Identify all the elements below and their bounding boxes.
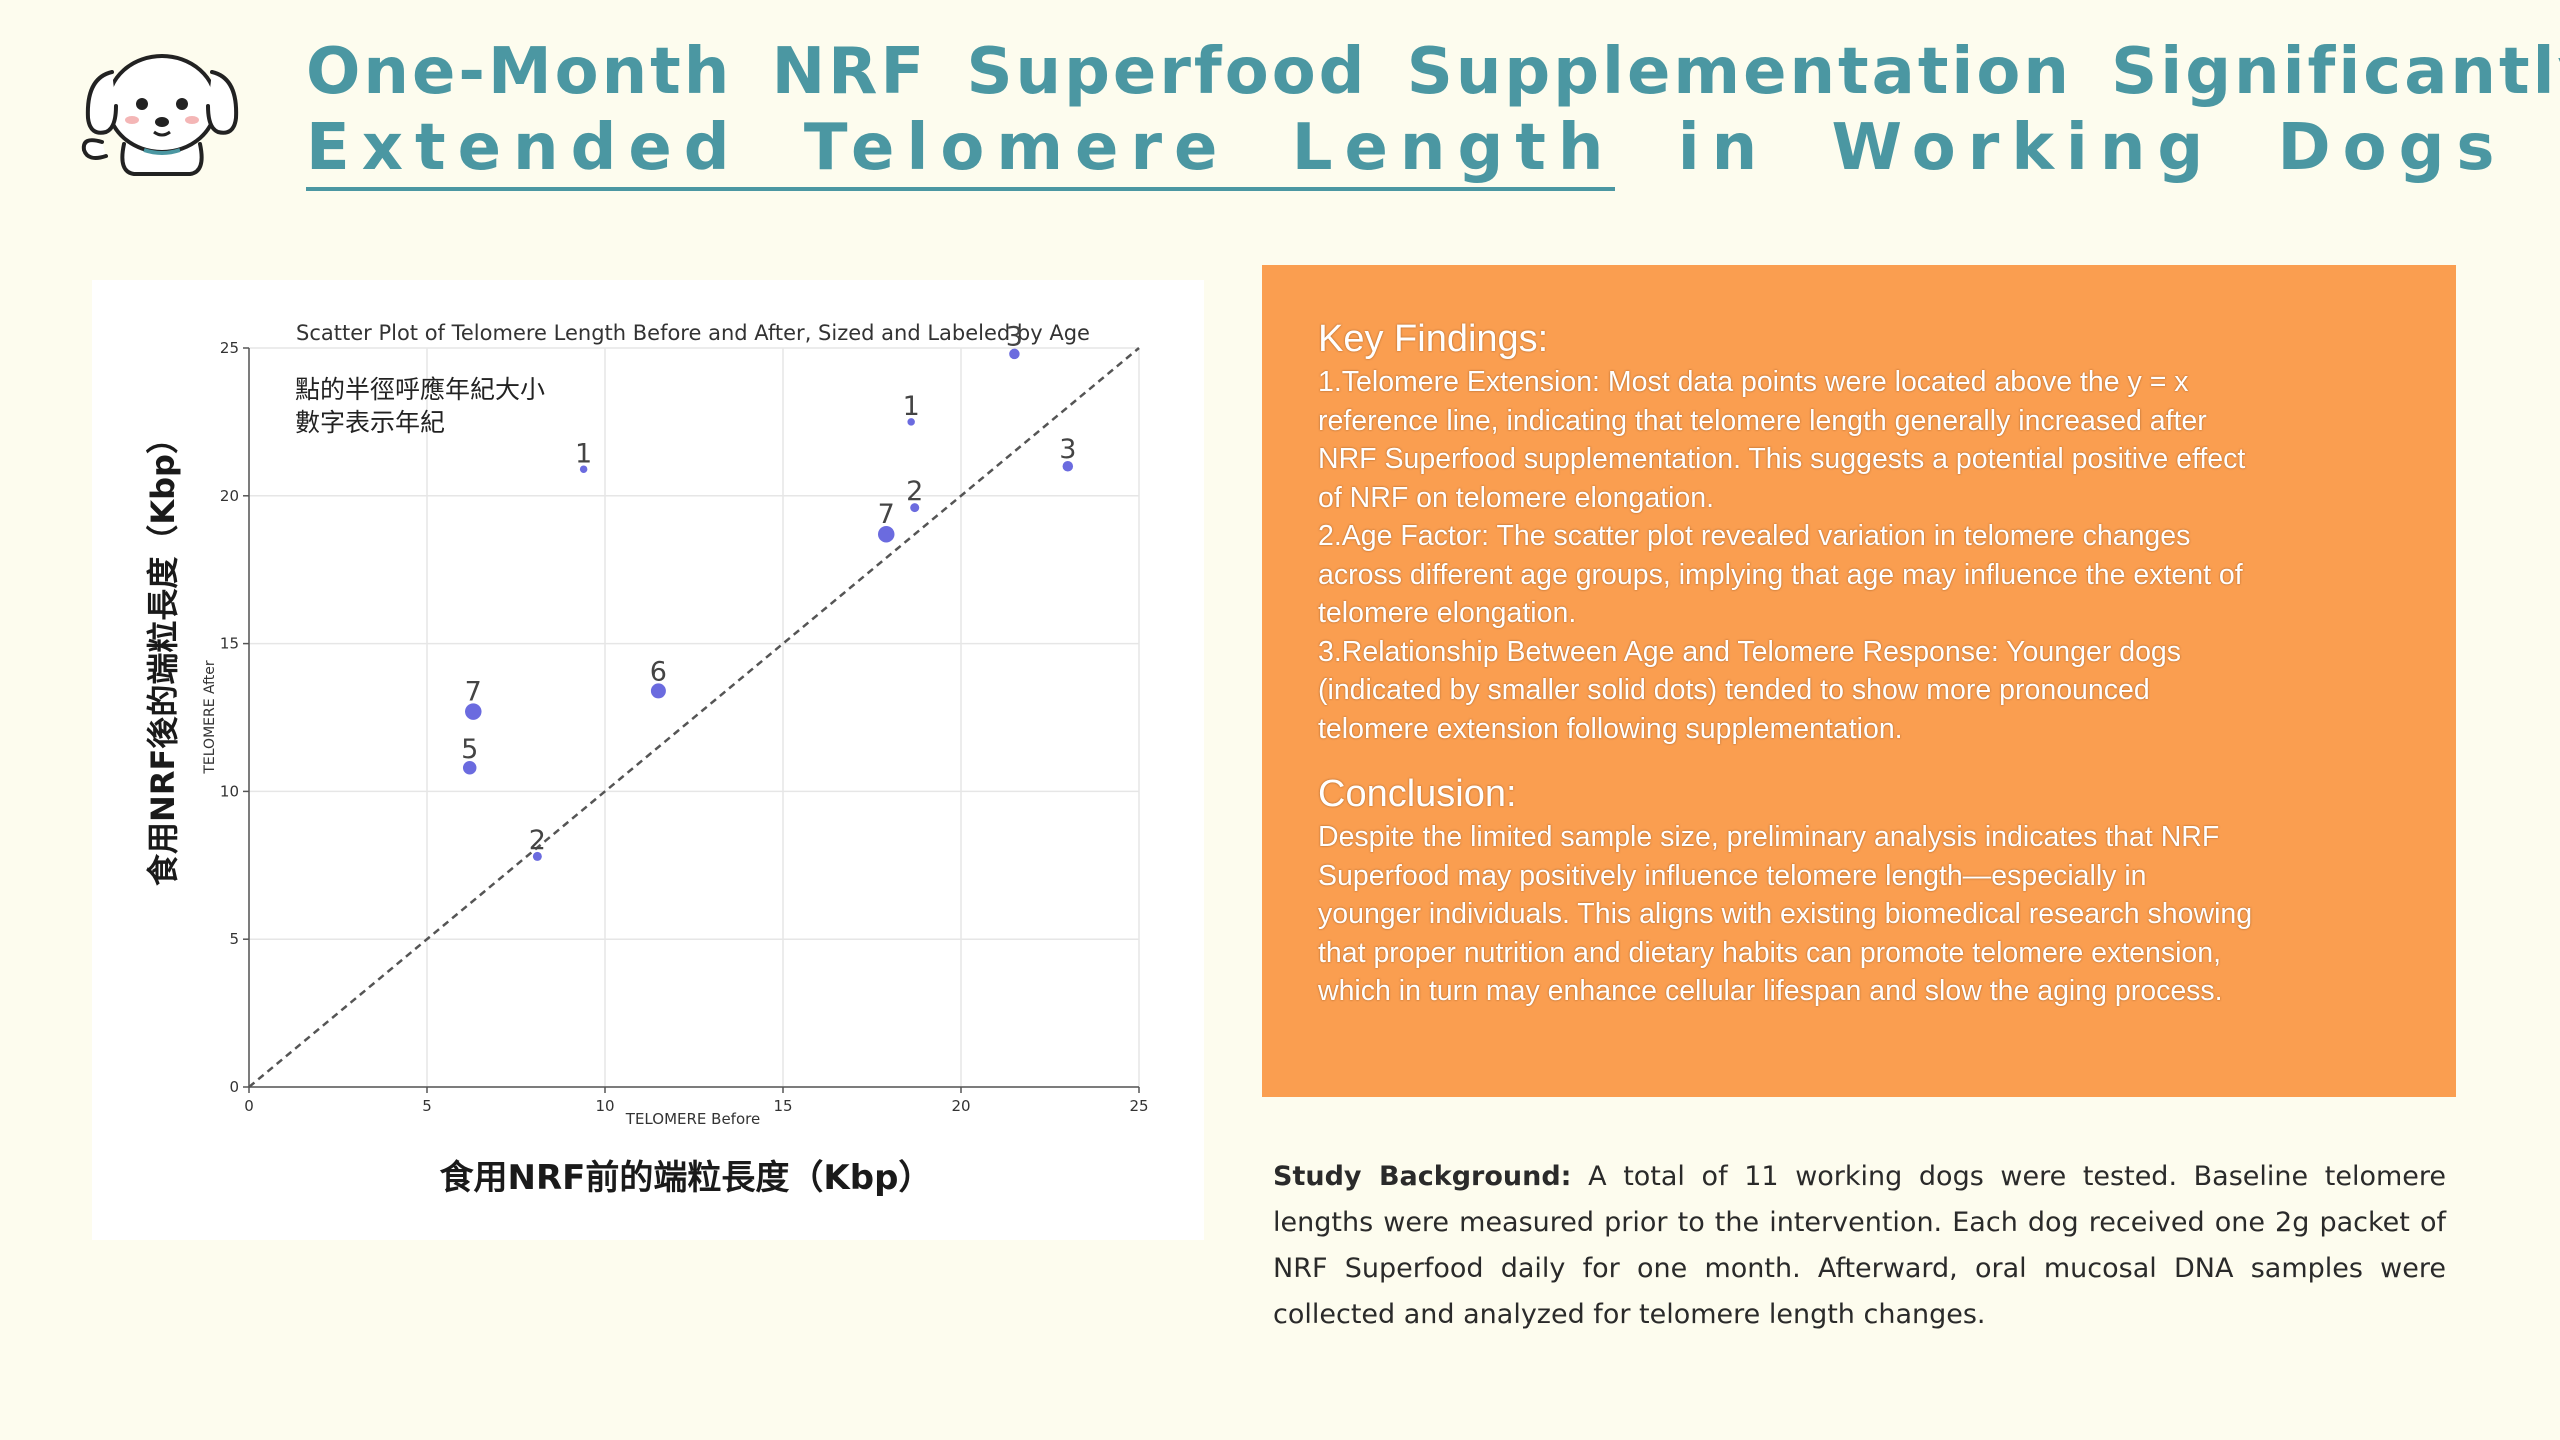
chart-annotation: 點的半徑呼應年紀大小 [295,375,545,404]
data-point-age-label: 1 [575,438,592,469]
key-findings-panel: Key Findings: 1.Telomere Extension: Most… [1262,265,2456,1097]
reference-line-y-equals-x [248,347,1140,1088]
finding-line: telomere extension following supplementa… [1318,712,1903,745]
data-point [462,761,477,775]
finding-line: reference line, indicating that telomere… [1318,404,2207,437]
x-tick-label: 0 [244,1097,254,1115]
y-tick-label: 5 [229,930,239,948]
x-axis-label-chinese: 食用NRF前的端粒長度（Kbp） [439,1158,933,1198]
title-underlined-phrase: Extended Telomere Length [306,111,1616,191]
data-point [1009,348,1020,360]
y-tick-label: 10 [220,782,239,800]
data-point [877,525,895,543]
data-point [910,503,920,513]
data-point-age-label: 5 [461,734,478,765]
y-axis-label: TELOMERE After [202,660,218,775]
data-point-age-label: 1 [903,391,920,422]
x-tick-label: 5 [422,1097,432,1115]
conclusion-line: which in turn may enhance cellular lifes… [1318,975,2223,1007]
conclusion-line: that proper nutrition and dietary habits… [1318,936,2222,969]
conclusion-heading: Conclusion: [1318,773,1517,815]
finding-line: 2.Age Factor: The scatter plot revealed … [1318,520,2191,552]
finding-line: 1.Telomere Extension: Most data points w… [1318,366,2189,398]
study-background-label: Study Background: [1273,1161,1572,1192]
data-point [579,465,588,473]
conclusion-line: younger individuals. This aligns with ex… [1318,898,2253,930]
data-point [907,418,915,426]
data-point [465,703,482,720]
finding-line: telomere elongation. [1318,597,1577,629]
spacer [1318,748,2400,770]
data-point-age-label: 3 [1006,322,1023,353]
data-point-age-label: 7 [878,499,895,530]
key-findings-heading: Key Findings: [1318,318,1549,360]
title-line-1: One-Month NRF Superfood Supplementation … [306,35,2560,109]
x-tick-label: 10 [595,1097,614,1115]
finding-line: (indicated by smaller solid dots) tended… [1318,674,2150,706]
finding-line: of NRF on telomere elongation. [1318,481,1715,514]
title-line-2: Extended Telomere Length in Working Dogs [306,110,2494,191]
y-tick-label: 15 [220,635,239,653]
puppy-icon [81,54,239,176]
data-point-age-label: 7 [465,676,482,707]
data-point-age-label: 3 [1059,434,1076,465]
conclusion-line: Despite the limited sample size, prelimi… [1318,821,2220,853]
conclusion-line: Superfood may positively influence telom… [1318,859,2147,892]
chart-title: Scatter Plot of Telomere Length Before a… [296,321,1090,345]
finding-line: across different age groups, implying th… [1318,558,2243,591]
data-point-age-label: 6 [650,656,667,687]
study-background-text: A total of 11 working dogs were tested. … [1273,1161,2446,1330]
data-point [1062,460,1074,472]
page-title: One-Month NRF Superfood Supplementation … [306,34,2560,191]
y-tick-label: 25 [220,339,239,357]
x-tick-label: 20 [951,1097,970,1115]
data-point-age-label: 2 [906,476,923,507]
chart-annotation: 數字表示年紀 [295,408,445,437]
x-tick-label: 25 [1129,1097,1148,1115]
x-axis-label: TELOMERE Before [625,1110,760,1128]
y-tick-label: 20 [220,487,239,505]
finding-line: NRF Superfood supplementation. This sugg… [1318,443,2246,475]
data-point-age-label: 2 [529,825,546,856]
finding-line: 3.Relationship Between Age and Telomere … [1318,635,2182,668]
study-background: Study Background: A total of 11 working … [1273,1154,2446,1338]
data-point [532,851,542,861]
y-axis-label-chinese-text: 食用NRF後的端粒長度（Kbp） [144,422,182,886]
chart-panel [92,280,1204,1240]
title-line-2-rest: in Working Dogs [1615,111,2507,185]
data-point [650,683,666,699]
x-tick-label: 15 [773,1097,792,1115]
y-tick-label: 0 [229,1078,239,1096]
